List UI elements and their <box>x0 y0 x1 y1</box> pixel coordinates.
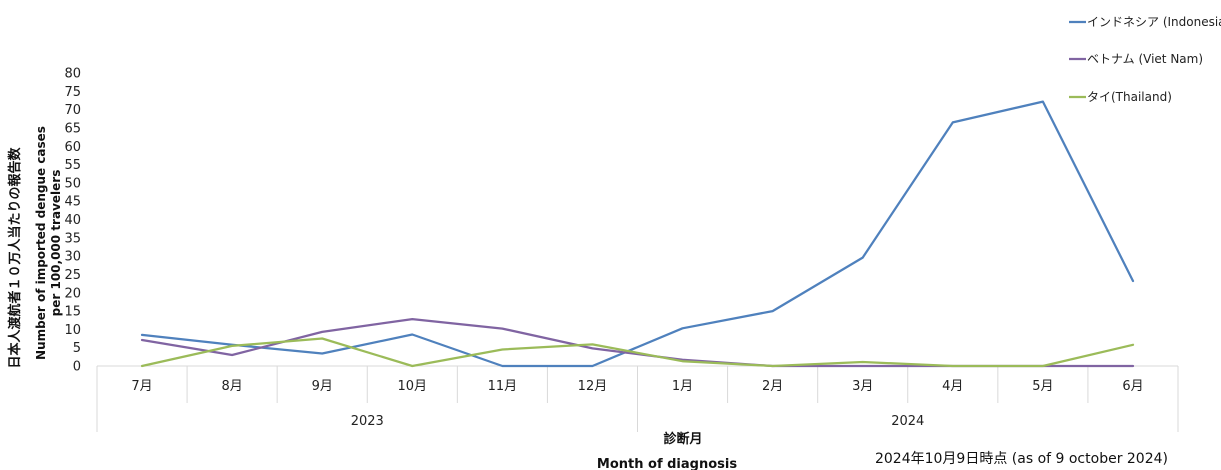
y-axis-title-en-line1: Number of imported dengue cases <box>34 126 48 360</box>
y-tick-label: 20 <box>64 286 81 301</box>
y-tick-label: 75 <box>64 85 81 100</box>
x-category-label: 3月 <box>852 379 873 394</box>
year-group-label: 2024 <box>891 414 924 429</box>
x-category-label: 4月 <box>942 379 963 394</box>
series-line <box>140 100 1135 368</box>
legend: インドネシア (Indonesia) ベトナム (Viet Nam) タイ(Thai… <box>1069 15 1221 104</box>
y-tick-label: 45 <box>64 195 81 210</box>
x-category-label: 12月 <box>578 379 608 394</box>
x-category-label: 8月 <box>221 379 242 394</box>
x-category-label: 7月 <box>131 379 152 394</box>
x-axis-title-en: Month of diagnosis <box>597 457 737 470</box>
y-tick-label: 55 <box>64 158 81 173</box>
as-of-note: 2024年10月9日時点 (as of 9 october 2024) <box>875 451 1168 467</box>
legend-label: ベトナム (Viet Nam) <box>1087 52 1203 66</box>
x-axis-categories: 7月 8月 9月 10月 11月 12月 1月 2月 3月 4月 5月 6月 2023 2024 <box>131 379 1143 429</box>
axes <box>96 365 1179 432</box>
y-tick-label: 10 <box>64 323 81 338</box>
x-category-label: 2月 <box>762 379 783 394</box>
y-tick-label: 65 <box>64 121 81 136</box>
y-tick-label: 35 <box>64 231 81 246</box>
x-category-label: 6月 <box>1122 379 1143 394</box>
year-group-label: 2023 <box>351 414 384 429</box>
series-line <box>140 337 1135 368</box>
y-tick-label: 80 <box>64 67 81 82</box>
series-lines <box>140 100 1135 368</box>
legend-label: インドネシア (Indonesia) <box>1087 15 1221 29</box>
x-category-label: 1月 <box>672 379 693 394</box>
y-tick-label: 60 <box>64 140 81 155</box>
y-tick-label: 30 <box>64 250 81 265</box>
y-axis-title-ja: 日本人渡航者１０万人当たりの報告数 <box>7 147 23 369</box>
x-category-label: 10月 <box>398 379 428 394</box>
x-category-label: 5月 <box>1032 379 1053 394</box>
y-axis-title-en-line2: per 100,000 travelers <box>49 170 63 317</box>
series-line <box>140 317 1135 368</box>
legend-label: タイ(Thailand) <box>1087 90 1172 104</box>
y-tick-label: 15 <box>64 305 81 320</box>
y-tick-label: 5 <box>73 341 81 356</box>
x-category-label: 11月 <box>488 379 518 394</box>
y-tick-label: 40 <box>64 213 81 228</box>
y-tick-label: 0 <box>73 360 81 375</box>
y-tick-label: 70 <box>64 103 81 118</box>
x-axis-title-ja: 診断月 <box>663 431 702 447</box>
y-axis-ticks: 0 5 10 15 20 25 30 35 40 45 50 55 60 65 70 75 80 <box>64 67 81 375</box>
y-tick-label: 50 <box>64 176 81 191</box>
y-tick-label: 25 <box>64 268 81 283</box>
x-category-label: 9月 <box>312 379 333 394</box>
